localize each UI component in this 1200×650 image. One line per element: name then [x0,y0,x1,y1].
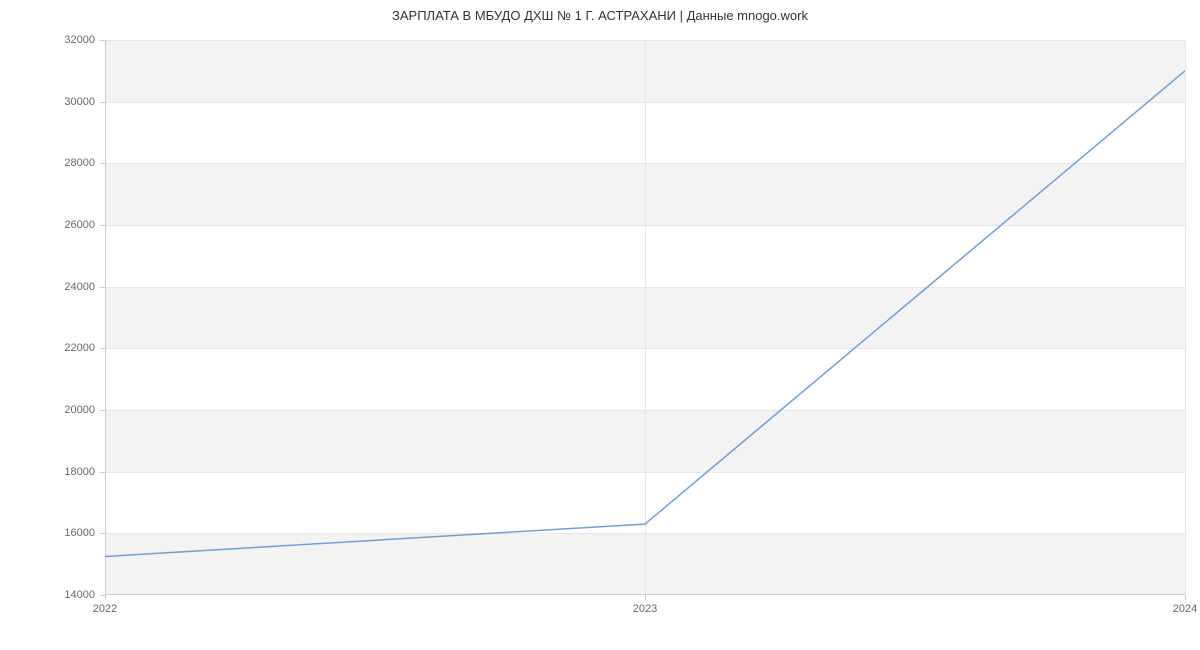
y-tick-mark [100,40,105,41]
x-tick-label: 2024 [1173,603,1197,615]
y-tick-label: 32000 [64,34,95,46]
y-tick-mark [100,472,105,473]
y-tick-mark [100,348,105,349]
y-tick-label: 22000 [64,342,95,354]
x-tick-label: 2022 [93,603,117,615]
line-series-layer [105,40,1185,595]
y-tick-label: 24000 [64,281,95,293]
y-tick-mark [100,287,105,288]
chart-plot-area: 1400016000180002000022000240002600028000… [105,40,1185,595]
x-tick-mark [105,595,106,600]
x-tick-mark [645,595,646,600]
y-tick-label: 18000 [64,466,95,478]
y-tick-label: 28000 [64,157,95,169]
y-tick-label: 26000 [64,219,95,231]
y-tick-label: 14000 [64,589,95,601]
y-tick-label: 20000 [64,404,95,416]
y-tick-mark [100,225,105,226]
y-tick-label: 16000 [64,527,95,539]
x-tick-mark [1185,595,1186,600]
data-line [105,71,1185,557]
y-tick-mark [100,410,105,411]
gridline-vertical [1185,40,1186,595]
y-tick-mark [100,163,105,164]
y-tick-mark [100,533,105,534]
chart-title: ЗАРПЛАТА В МБУДО ДХШ № 1 Г. АСТРАХАНИ | … [0,0,1200,23]
y-tick-mark [100,102,105,103]
x-tick-label: 2023 [633,603,657,615]
y-tick-label: 30000 [64,96,95,108]
